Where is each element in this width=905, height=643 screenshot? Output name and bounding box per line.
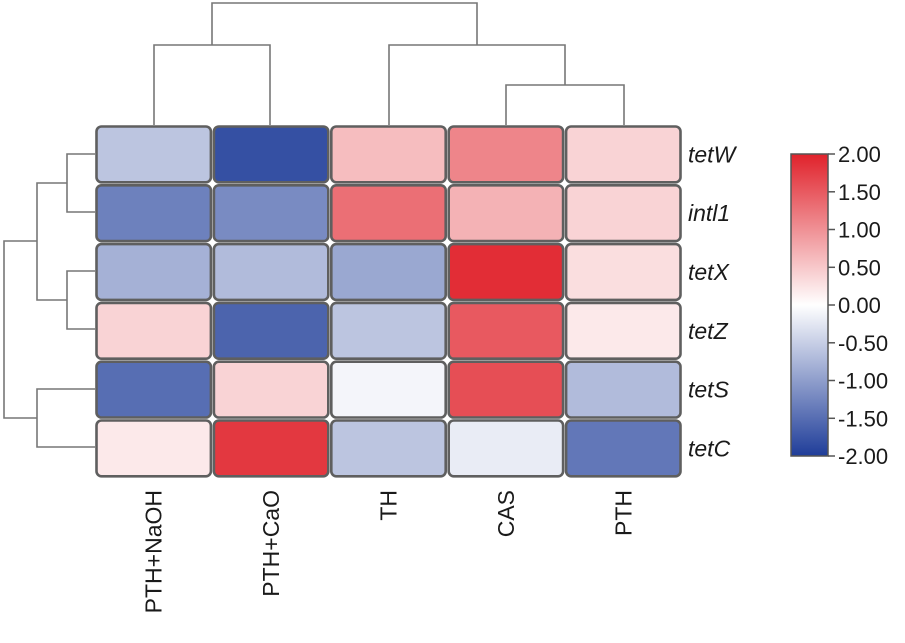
colorbar-tick-label: 0.50: [838, 255, 881, 280]
column-dendrogram-branch: [153, 44, 271, 125]
heatmap-cell-tetW-TH: [329, 125, 447, 184]
colorbar-tick-label: -0.50: [838, 331, 888, 356]
column-labels: PTH+NaOH PTH+CaO TH CAS PTH: [141, 490, 637, 613]
column-dendrogram-branch: [211, 2, 478, 45]
heatmap-cell-tetZ-PTH+NaOH: [95, 301, 213, 360]
heatmap-cell-tetX-PTH+CaO: [212, 242, 330, 302]
heatmap-cell-tetX-CAS: [447, 242, 565, 302]
row-dendrogram-branch: [66, 270, 95, 330]
heatmap-cell-tetZ-TH: [329, 301, 447, 360]
row-dendrogram: [3, 153, 95, 448]
heatmap-cell-tetZ-CAS: [447, 301, 565, 360]
colorbar-gradient: [790, 153, 829, 457]
column-dendrogram-branch: [505, 84, 625, 125]
colorbar-tick-label: -1.00: [838, 369, 888, 394]
row-dendrogram-branch: [3, 240, 37, 419]
colorbar: 2.00 1.50 1.00 0.50 0.00 -0.50 -1.00 -1.50 -2.00: [790, 142, 888, 469]
heatmap-cell-tetS-CAS: [447, 360, 565, 419]
heatmap-cells: [95, 125, 682, 478]
column-label-CAS: CAS: [493, 490, 519, 537]
heatmap-cell-tetZ-PTH+CaO: [212, 301, 330, 360]
row-label-tetW: tetW: [688, 141, 738, 167]
row-label-tetS: tetS: [688, 377, 730, 403]
heatmap-cell-intl1-PTH+CaO: [212, 184, 330, 243]
heatmap-cell-tetC-PTH+NaOH: [95, 419, 213, 478]
heatmap-cell-tetS-PTH+NaOH: [95, 360, 213, 419]
colorbar-tick-label: -2.00: [838, 444, 888, 469]
heatmap-cell-tetC-CAS: [447, 419, 565, 478]
heatmap-cell-tetW-PTH+NaOH: [95, 125, 213, 184]
row-label-tetX: tetX: [688, 259, 731, 285]
heatmap-cell-intl1-PTH: [564, 184, 682, 243]
heatmap-cell-tetW-PTH+CaO: [212, 125, 330, 184]
column-label-PTH: PTH: [610, 490, 636, 536]
colorbar-ticks: 2.00 1.50 1.00 0.50 0.00 -0.50 -1.00 -1.50 -2.00: [828, 142, 888, 469]
heatmap-cell-intl1-CAS: [447, 184, 565, 243]
heatmap-cell-tetW-PTH: [564, 125, 682, 184]
row-label-tetC: tetC: [688, 435, 731, 461]
heatmap-cell-tetC-PTH+CaO: [212, 419, 330, 478]
heatmap-cell-intl1-PTH+NaOH: [95, 184, 213, 243]
heatmap-cell-tetS-PTH+CaO: [212, 360, 330, 419]
heatmap-cell-tetS-TH: [329, 360, 447, 419]
row-dendrogram-branch: [66, 153, 95, 213]
row-dendrogram-branch: [36, 182, 67, 301]
colorbar-tick-label: 2.00: [838, 142, 881, 167]
colorbar-tick-label: -1.50: [838, 406, 888, 431]
row-labels: tetW intl1 tetX tetZ tetS tetC: [688, 141, 738, 461]
heatmap-cell-tetZ-PTH: [564, 301, 682, 360]
heatmap-cell-tetX-PTH+NaOH: [95, 242, 213, 302]
heatmap-cell-intl1-TH: [329, 184, 447, 243]
colorbar-tick-label: 0.00: [838, 293, 881, 318]
heatmap-cell-tetC-TH: [329, 419, 447, 478]
column-label-PTH+NaOH: PTH+NaOH: [141, 490, 167, 613]
column-label-PTH+CaO: PTH+CaO: [258, 490, 284, 597]
colorbar-tick-label: 1.00: [838, 218, 881, 243]
row-dendrogram-branch: [36, 388, 95, 448]
colorbar-tick-label: 1.50: [838, 180, 881, 205]
row-label-tetZ: tetZ: [688, 318, 729, 344]
column-label-TH: TH: [376, 490, 402, 521]
heatmap-cell-tetW-CAS: [447, 125, 565, 184]
heatmap-cell-tetX-TH: [329, 242, 447, 302]
column-dendrogram: [153, 2, 625, 125]
heatmap-cell-tetC-PTH: [564, 419, 682, 478]
heatmap-cell-tetS-PTH: [564, 360, 682, 419]
row-label-intl1: intl1: [688, 200, 730, 226]
heatmap-cell-tetX-PTH: [564, 242, 682, 302]
